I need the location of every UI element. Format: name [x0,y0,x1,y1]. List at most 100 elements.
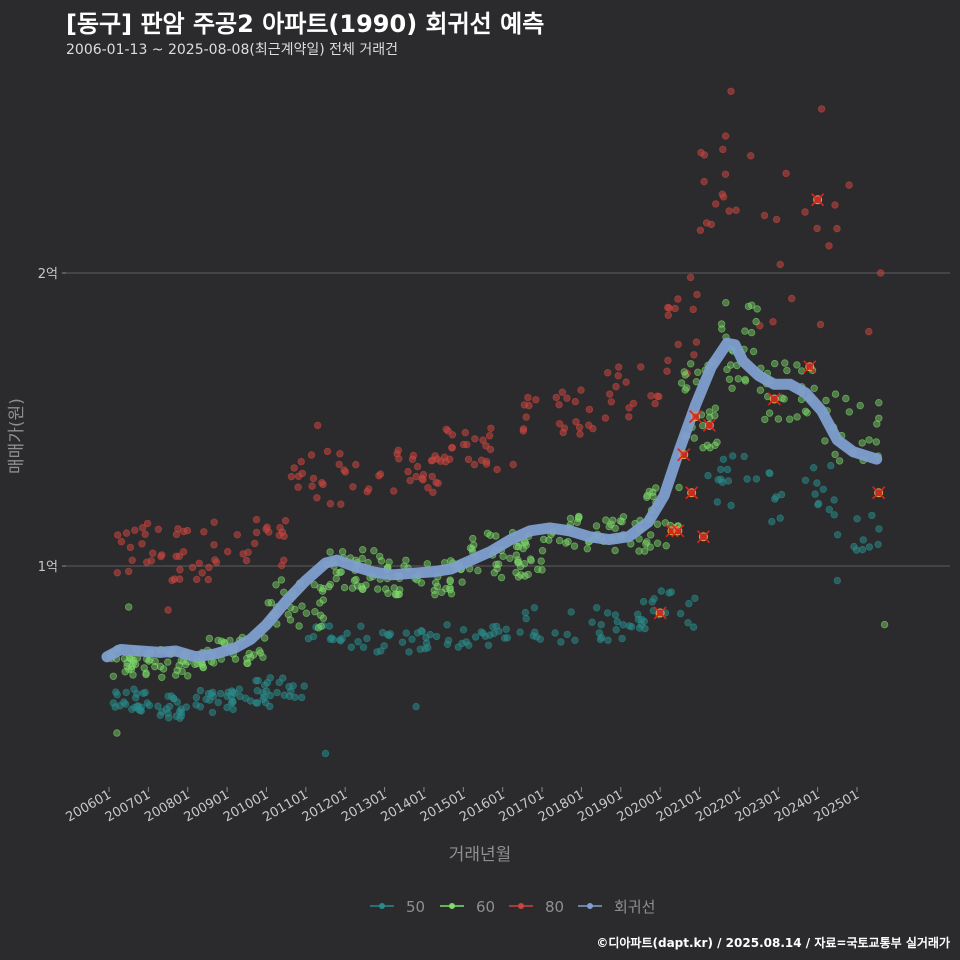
point-80 [665,304,673,312]
point-50 [809,464,818,472]
point-50 [273,688,281,697]
point-80 [281,517,290,525]
point-60 [602,516,610,524]
point-80 [419,470,428,479]
point-80 [424,484,432,492]
point-50 [262,687,271,695]
point-50 [443,640,452,648]
point-60 [875,414,883,422]
cancel-mark [677,448,691,462]
point-60 [298,602,306,610]
point-60 [458,578,466,586]
point-50 [563,630,571,639]
point-50 [827,461,835,470]
point-50 [325,622,334,630]
point-50 [813,479,821,487]
point-80 [721,170,730,178]
point-60 [831,390,840,398]
point-60 [277,576,286,584]
point-60 [611,524,619,532]
grid: 1억 2억 [38,267,950,575]
point-60 [783,366,791,375]
point-80 [308,482,316,490]
point-50 [729,452,737,460]
point-50 [418,627,426,636]
legend-label: 회귀선 [614,898,655,916]
x-axis-label: 거래년월 [448,845,512,865]
point-80 [572,418,580,426]
point-60 [158,673,166,681]
point-80 [664,311,672,319]
point-50 [235,685,244,693]
point-80 [349,483,357,491]
point-60 [609,516,617,524]
point-50 [495,627,503,635]
point-80 [175,552,184,560]
point-80 [276,524,284,532]
point-80 [265,528,273,536]
point-50 [363,634,371,643]
point-60 [357,583,366,591]
point-50 [604,636,612,644]
point-80 [692,338,701,346]
legend-swatch-dot [587,903,593,909]
point-60 [129,671,137,679]
point-80 [326,500,335,508]
chart-title: [동구] 판암 주공2 아파트(1990) 회귀선 예측 [66,10,545,38]
point-60 [447,590,456,598]
point-80 [336,450,344,458]
point-80 [412,472,420,481]
point-50 [354,638,362,646]
point-60 [430,586,438,595]
cancel-mark-stroke [872,486,886,500]
point-60 [317,622,325,630]
point-60 [835,457,844,465]
point-80 [479,436,487,444]
cancel-mark [689,410,703,424]
point-60 [570,542,579,550]
point-60 [872,438,880,446]
point-80 [571,397,579,406]
point-80 [113,569,121,577]
point-60 [142,670,150,679]
point-80 [404,467,412,476]
point-50 [359,643,368,651]
point-60 [687,360,695,368]
point-80 [532,396,540,404]
point-50 [516,628,524,636]
point-80 [524,393,532,402]
point-80 [170,575,179,583]
point-80 [280,532,288,540]
point-80 [363,487,371,496]
point-50 [874,540,882,549]
point-80 [522,413,530,421]
point-80 [674,295,682,303]
point-80 [183,526,192,535]
point-80 [464,455,473,464]
point-80 [408,455,417,463]
point-60 [786,415,794,423]
point-80 [833,224,841,233]
point-50 [285,682,293,691]
point-60 [778,394,786,402]
point-80 [205,563,213,572]
point-60 [810,384,818,392]
point-60 [326,548,334,556]
point-60 [749,347,758,356]
point-60 [291,605,299,614]
point-60 [771,359,779,368]
point-80 [323,447,332,456]
point-60 [680,368,688,376]
point-60 [183,672,192,680]
point-60 [821,437,829,445]
point-60 [734,375,742,383]
point-60 [259,653,267,661]
point-50 [718,478,727,486]
point-60 [310,581,318,589]
point-60 [725,375,734,383]
point-80 [690,351,698,359]
point-50 [825,505,833,514]
point-60 [272,581,280,589]
point-60 [124,603,133,611]
point-60 [842,394,850,403]
